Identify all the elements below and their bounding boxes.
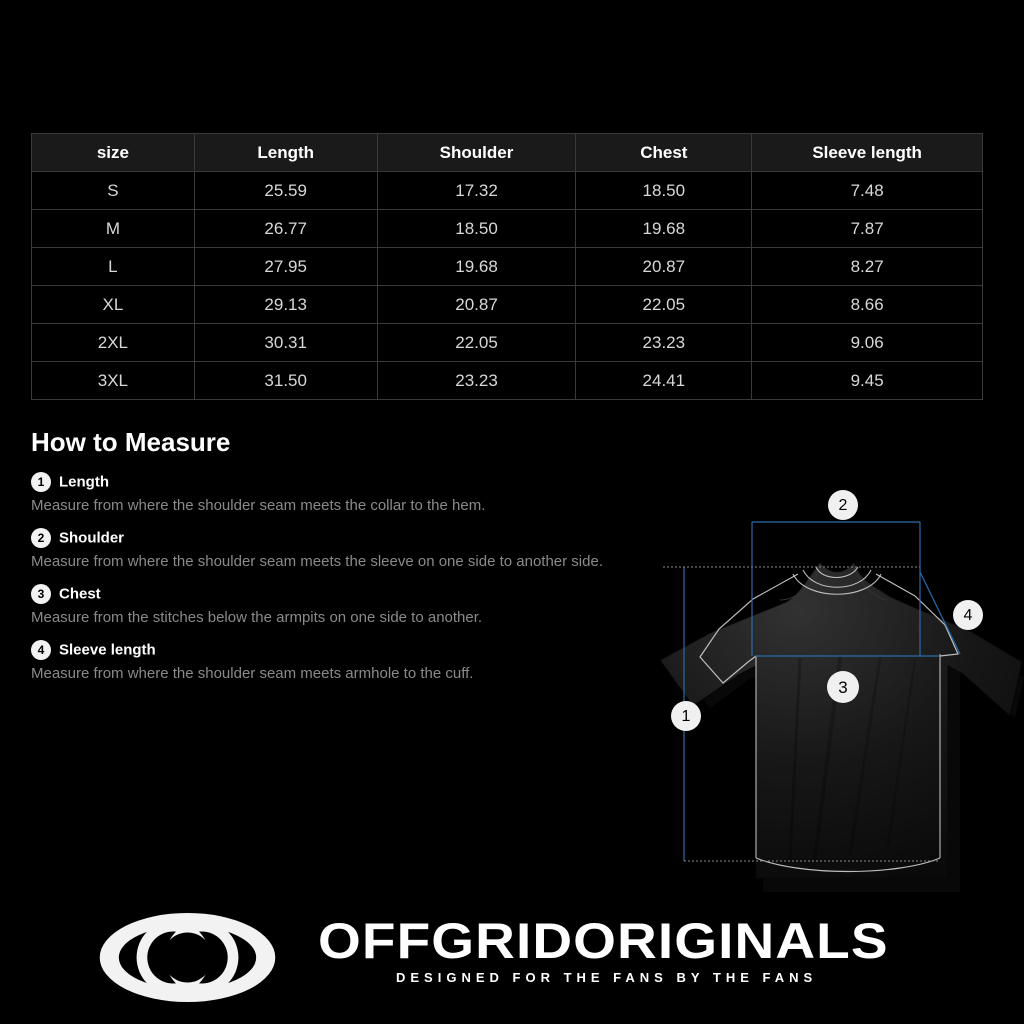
svg-text:4: 4 [964,607,973,624]
svg-text:1: 1 [682,708,691,725]
svg-text:3: 3 [838,678,847,697]
svg-text:2: 2 [839,497,848,514]
